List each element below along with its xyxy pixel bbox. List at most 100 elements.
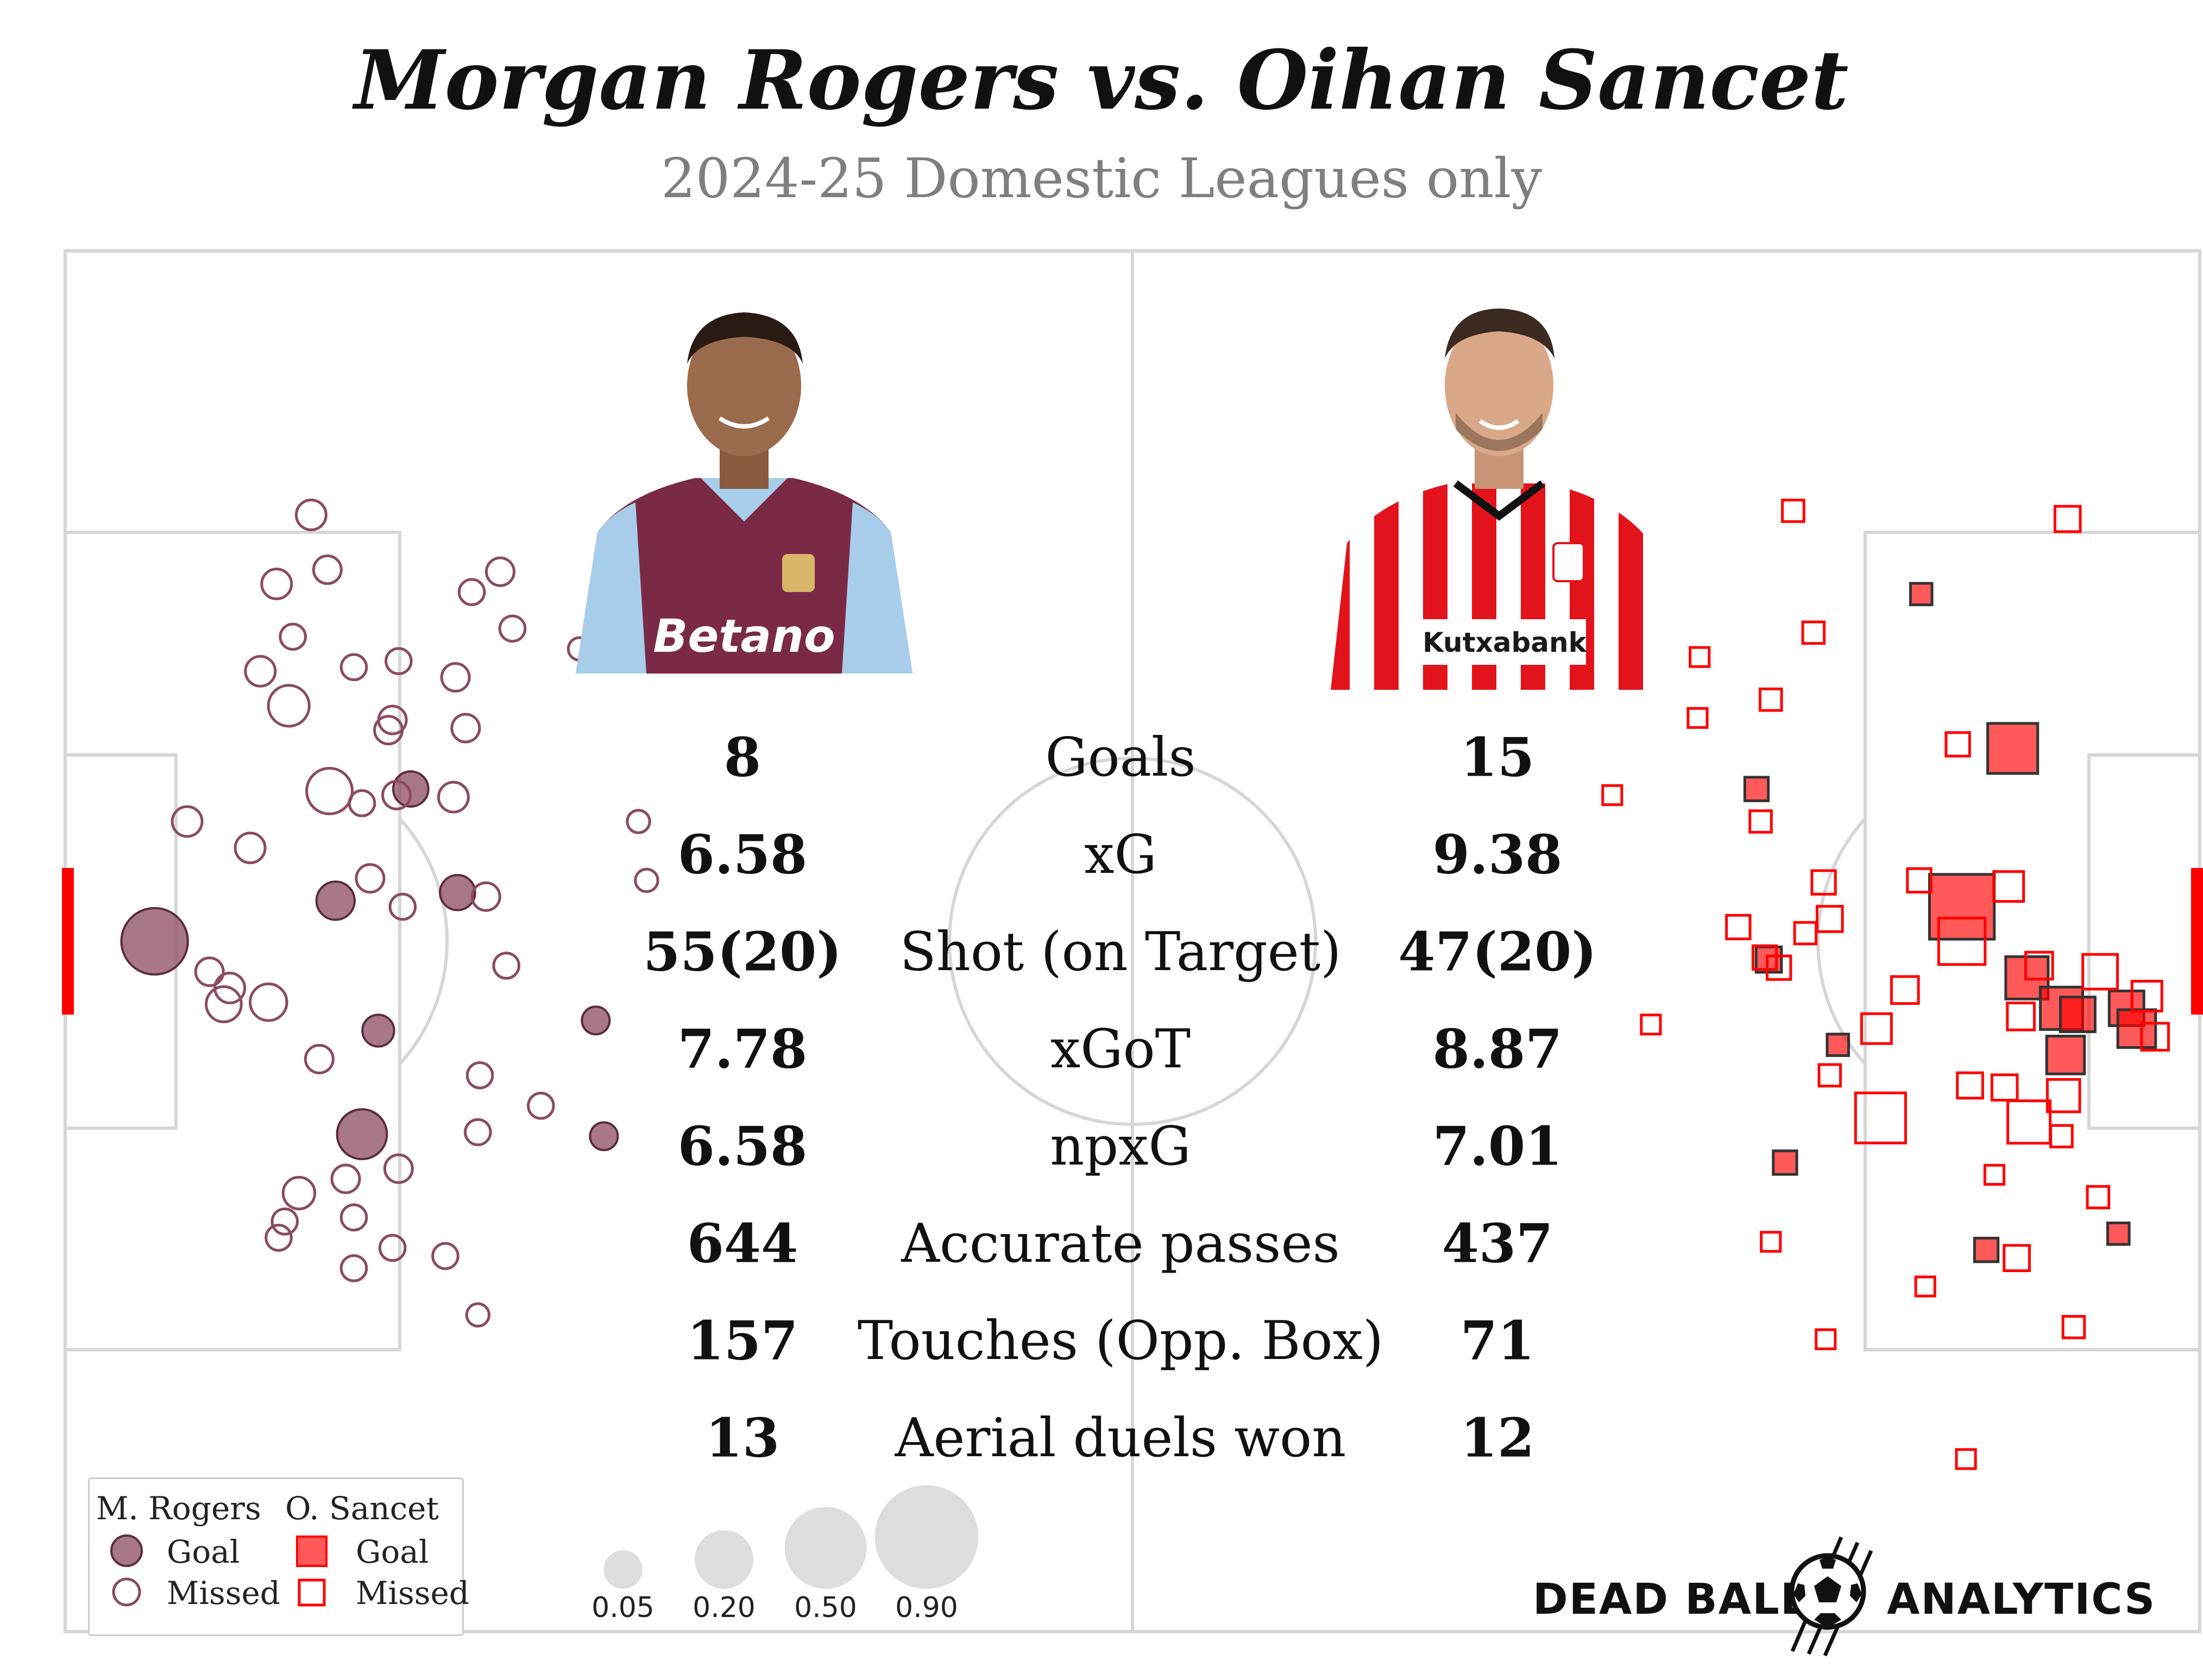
stat-value-right: 437 <box>1442 1212 1553 1275</box>
right-goal-marker <box>2191 868 2203 1015</box>
stat-value-left: 644 <box>687 1212 798 1275</box>
stat-label: Aerial duels won <box>895 1407 1346 1469</box>
stat-value-left: 6.58 <box>677 1115 808 1178</box>
shot-marker-missed <box>1955 1448 1977 1470</box>
shots-sancet <box>1601 499 2170 1470</box>
player-smile <box>718 416 770 429</box>
shot-marker-missed <box>265 1223 293 1252</box>
shots-rogers <box>120 499 659 1328</box>
size-legend-circle <box>874 1485 979 1589</box>
shot-marker-goal <box>1826 1033 1850 1057</box>
player-smile <box>1478 419 1520 430</box>
shirt-sleeve-right <box>842 502 912 674</box>
stat-label: Touches (Opp. Box) <box>857 1310 1384 1372</box>
club-badge-icon <box>1552 542 1585 582</box>
shot-marker-missed <box>378 1234 407 1262</box>
shot-marker-missed <box>634 867 659 894</box>
shot-marker-missed <box>1992 870 2025 903</box>
shot-marker-missed <box>2081 953 2119 991</box>
shot-marker-missed <box>1640 1014 1662 1036</box>
size-legend-label: 0.20 <box>693 1591 756 1624</box>
shot-marker-missed <box>205 985 243 1023</box>
shot-marker-missed <box>2006 1001 2036 1031</box>
shot-marker-missed <box>1751 944 1778 971</box>
soccer-ball-icon <box>1789 1536 1873 1657</box>
shot-marker-missed <box>1689 646 1711 668</box>
shot-marker-missed <box>2061 1314 2086 1339</box>
left-penalty-arc <box>398 817 449 1066</box>
shirt-sleeve-left <box>576 502 646 674</box>
sponsor-panel <box>1423 619 1586 665</box>
shot-marker-missed <box>431 1242 460 1270</box>
shot-marker-missed <box>457 578 486 606</box>
stat-value-left: 7.78 <box>677 1018 808 1081</box>
player-photo-sancet: Kutxabank <box>1331 309 1667 690</box>
shot-marker-missed <box>2053 505 2082 533</box>
shot-marker-missed <box>1906 867 1933 894</box>
shot-marker-goal <box>1986 722 2040 775</box>
player-face <box>1445 315 1553 456</box>
legend-rogers-goal-marker <box>110 1534 143 1567</box>
brand-text-left: DEAD BALL <box>1533 1575 1809 1624</box>
stat-value-right: 12 <box>1460 1407 1535 1470</box>
shot-marker-missed <box>339 1203 368 1232</box>
right-six-yard-box <box>2087 753 2201 1130</box>
shot-marker-missed <box>377 704 408 735</box>
stat-value-left: 55(20) <box>643 921 842 984</box>
legend-sancet-goal-label: Goal <box>356 1533 429 1570</box>
stat-label: xGoT <box>1050 1018 1191 1080</box>
shot-marker-goal <box>1909 582 1934 607</box>
shot-marker-missed <box>1810 869 1837 896</box>
right-penalty-arc <box>1816 817 1867 1066</box>
stat-value-right: 47(20) <box>1398 921 1597 984</box>
shot-marker-missed <box>492 952 520 980</box>
legend: M. Rogers O. Sancet Goal Missed Goal Mis… <box>88 1477 469 1636</box>
shot-marker-missed <box>1990 1073 2019 1102</box>
shot-marker-missed <box>1854 1091 1907 1144</box>
size-legend-label: 0.05 <box>591 1591 654 1624</box>
shot-marker-goal <box>336 1108 388 1161</box>
shot-marker-goal <box>2116 1008 2157 1049</box>
shot-marker-missed <box>383 1153 414 1184</box>
shot-marker-missed <box>1793 921 1818 946</box>
shot-marker-goal <box>392 770 430 808</box>
shot-marker-goal <box>2045 1035 2086 1075</box>
legend-sancet-missed-marker <box>298 1578 326 1607</box>
legend-sancet-goal-marker <box>296 1536 328 1567</box>
shot-marker-missed <box>1758 687 1783 712</box>
shot-marker-missed <box>465 1061 494 1090</box>
shot-marker-missed <box>1890 975 1920 1005</box>
shot-marker-missed <box>1748 809 1773 834</box>
stat-label: Accurate passes <box>901 1213 1340 1275</box>
size-legend-circle <box>784 1507 867 1589</box>
shot-marker-missed <box>304 1043 335 1074</box>
shot-marker-missed <box>213 972 247 1004</box>
club-badge-icon <box>782 554 815 592</box>
shot-marker-missed <box>440 662 471 693</box>
shot-marker-missed <box>270 1207 299 1236</box>
shot-marker-missed <box>450 713 481 744</box>
stat-value-left: 8 <box>723 726 761 789</box>
shot-marker-missed <box>464 1118 492 1147</box>
stat-label: Shot (on Target) <box>899 921 1342 983</box>
shot-marker-missed <box>1801 620 1826 645</box>
shot-marker-missed <box>388 892 417 921</box>
player-hair <box>1445 309 1554 358</box>
shot-marker-missed <box>484 556 515 587</box>
shot-marker-missed <box>1860 1012 1893 1045</box>
shot-marker-missed <box>244 655 277 688</box>
legend-rogers-missed-marker <box>112 1577 141 1607</box>
shot-marker-missed <box>470 881 501 912</box>
shot-marker-missed <box>2130 979 2163 1012</box>
shot-marker-missed <box>281 1175 317 1211</box>
shot-marker-missed <box>279 622 307 651</box>
stat-value-right: 8.87 <box>1432 1018 1563 1081</box>
stat-value-right: 7.01 <box>1432 1115 1563 1178</box>
left-goal-marker <box>62 868 74 1015</box>
shot-marker-missed <box>2140 1022 2170 1052</box>
shot-marker-missed <box>385 647 413 675</box>
shot-marker-missed <box>2006 1099 2052 1145</box>
shot-marker-goal <box>589 1121 619 1152</box>
stat-label: Goals <box>1045 727 1196 789</box>
shot-marker-missed <box>498 614 527 643</box>
